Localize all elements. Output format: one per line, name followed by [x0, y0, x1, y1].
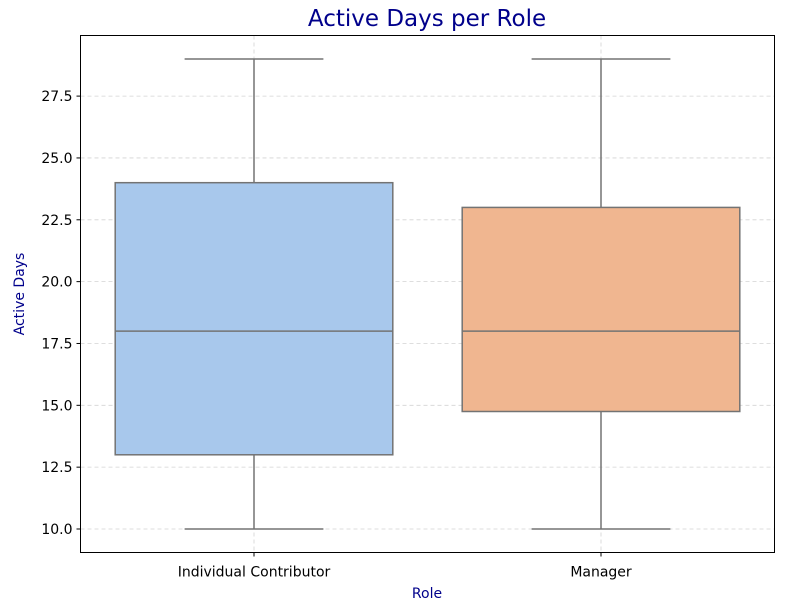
- y-tick-label: 22.5: [41, 213, 72, 229]
- box-group: [114, 58, 394, 530]
- y-axis-ticks: 10.0 12.5 15.0 17.5 20.0 22.5 25.0 27.5: [41, 89, 81, 538]
- x-tick-label: Individual Contributor: [178, 565, 331, 581]
- y-tick-label: 12.5: [41, 460, 72, 476]
- box-group: [461, 58, 741, 530]
- y-tick-label: 10.0: [41, 522, 72, 538]
- y-tick-label: 17.5: [41, 336, 72, 352]
- y-tick-label: 27.5: [41, 89, 72, 105]
- box-series: [114, 58, 741, 530]
- y-axis-label: Active Days: [12, 253, 28, 336]
- y-tick-label: 25.0: [41, 151, 72, 167]
- y-tick-label: 20.0: [41, 275, 72, 291]
- x-tick-label: Manager: [570, 565, 632, 581]
- iqr-box: [114, 181, 394, 456]
- chart-title: Active Days per Role: [308, 6, 546, 32]
- y-tick-label: 15.0: [41, 398, 72, 414]
- x-axis-label: Role: [412, 586, 442, 602]
- iqr-box: [461, 206, 741, 413]
- plot-area-frame: [80, 35, 775, 553]
- x-axis-ticks: Individual Contributor Manager: [178, 552, 632, 581]
